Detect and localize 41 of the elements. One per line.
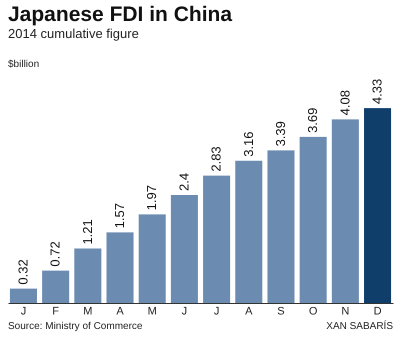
- x-tick-label: M: [83, 306, 92, 318]
- data-label: 1.57: [112, 203, 128, 228]
- data-label: 3.39: [272, 121, 288, 146]
- x-tick-label: S: [277, 306, 285, 318]
- x-tick-label: N: [341, 306, 350, 318]
- x-tick-label: F: [52, 306, 60, 318]
- x-tick-label: A: [116, 306, 124, 318]
- x-tick-label: O: [308, 306, 318, 318]
- chart-title: Japanese FDI in China: [8, 3, 232, 26]
- data-label: 0.72: [48, 241, 63, 267]
- bar: [170, 194, 198, 303]
- bar: [106, 232, 134, 303]
- bar: [10, 288, 37, 303]
- bar: [364, 108, 392, 303]
- x-tick-label: M: [148, 306, 157, 318]
- source-note: Source: Ministry of Commerce: [8, 321, 143, 332]
- bar: [42, 270, 70, 303]
- data-label: 2.83: [208, 146, 224, 172]
- bar: [138, 214, 166, 303]
- chart-subtitle: 2014 cumulative figure: [8, 26, 139, 41]
- data-label: 4.08: [337, 90, 352, 116]
- x-tick-label: J: [182, 306, 188, 318]
- bar: [267, 150, 294, 303]
- bar: [300, 136, 327, 303]
- bar: [203, 176, 230, 303]
- x-tick-label: J: [214, 306, 220, 318]
- x-tick-label: J: [20, 306, 26, 318]
- bar: [332, 119, 359, 303]
- data-label: 3.16: [240, 131, 256, 157]
- data-label: 1.21: [80, 219, 95, 245]
- data-label: 0.32: [15, 259, 30, 285]
- text: XAN SABARÍS: [326, 320, 394, 332]
- bar: [235, 160, 262, 303]
- bar: [74, 248, 102, 303]
- y-axis-title: $billion: [8, 59, 40, 70]
- data-label: 3.69: [305, 108, 320, 133]
- data-label: 1.97: [144, 185, 160, 210]
- x-tick-label: A: [245, 306, 254, 318]
- x-tick-label: D: [374, 306, 382, 318]
- data-label: 2.4: [176, 172, 192, 191]
- data-label: 4.33: [370, 78, 385, 104]
